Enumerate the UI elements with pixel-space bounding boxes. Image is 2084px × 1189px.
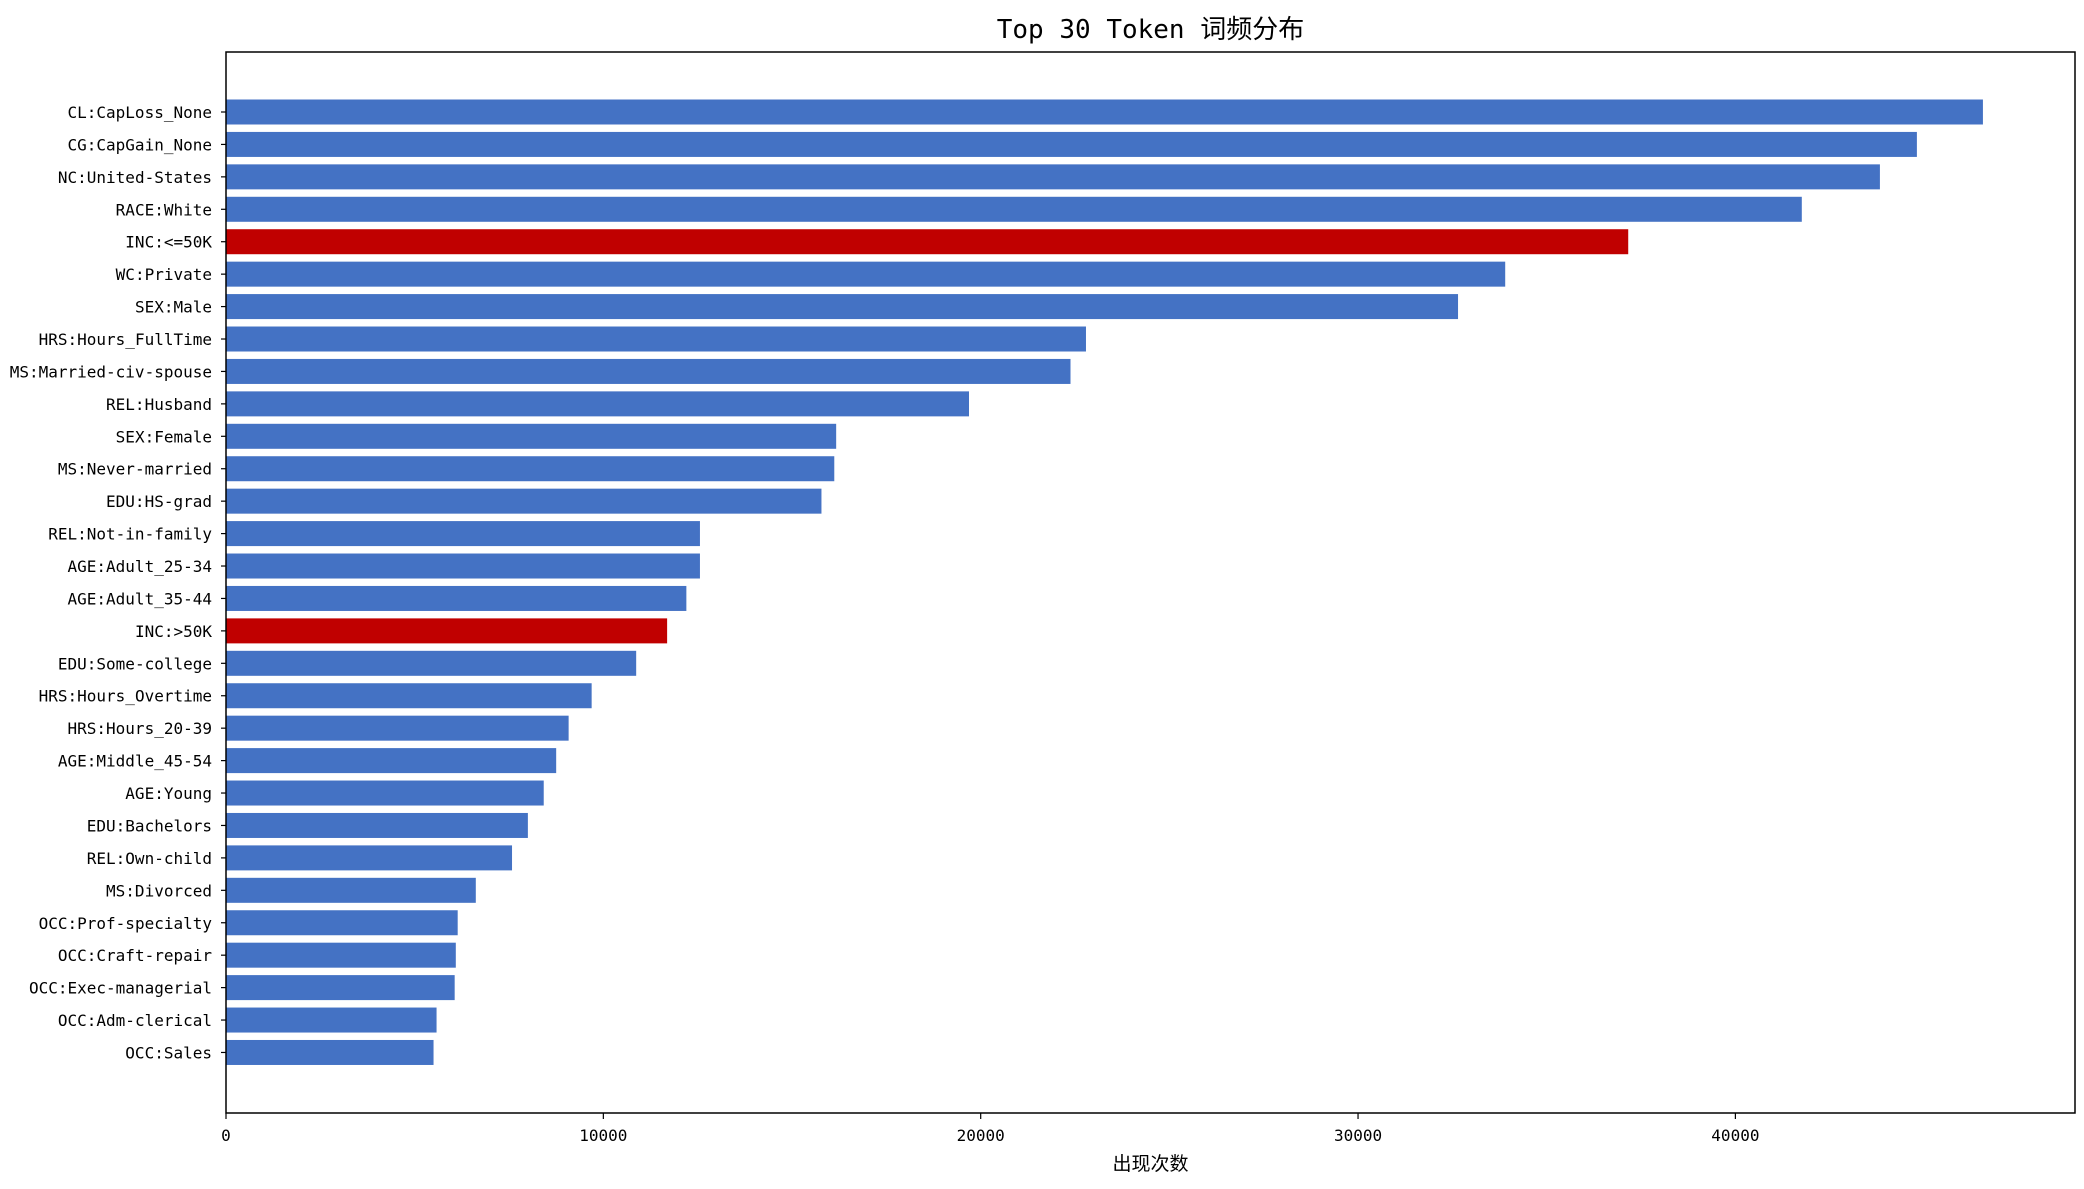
bar: [226, 553, 700, 579]
plot-frame: [225, 51, 2076, 1114]
y-tick-label: MS:Divorced: [106, 881, 212, 900]
bar: [226, 358, 1071, 384]
y-tick-label: CG:CapGain_None: [68, 135, 213, 154]
y-tick-label: HRS:Hours_20-39: [68, 719, 213, 738]
y-tick-label: AGE:Adult_35-44: [68, 589, 213, 608]
bar: [226, 812, 528, 838]
bar: [226, 1039, 434, 1065]
bar: [226, 910, 458, 936]
bar: [226, 780, 544, 806]
bar: [226, 975, 455, 1001]
y-tick-label: AGE:Middle_45-54: [58, 752, 212, 771]
y-tick-label: OCC:Adm-clerical: [58, 1011, 212, 1030]
bar: [226, 585, 687, 611]
x-tick-label: 30000: [1334, 1126, 1382, 1145]
y-tick-label: OCC:Sales: [125, 1043, 212, 1062]
y-tick-label: AGE:Young: [125, 784, 212, 803]
bar: [226, 229, 1629, 255]
bar: [226, 845, 513, 871]
y-tick-label: WC:Private: [116, 265, 212, 284]
x-tick-label: 0: [221, 1126, 231, 1145]
x-axis: 0 10000 20000 30000 40000: [221, 1113, 1759, 1145]
y-tick-label: AGE:Adult_25-34: [68, 557, 213, 576]
y-tick-label: HRS:Hours_Overtime: [39, 687, 212, 706]
bar: [226, 521, 700, 547]
bar: [226, 715, 569, 741]
bar: [226, 488, 822, 514]
y-tick-label: OCC:Prof-specialty: [39, 914, 213, 933]
y-tick-label: SEX:Male: [135, 298, 212, 317]
bar: [226, 99, 1983, 125]
y-axis: CL:CapLoss_None CG:CapGain_None NC:United-…: [10, 103, 226, 1062]
bar: [226, 131, 1917, 157]
y-tick-label: CL:CapLoss_None: [68, 103, 213, 122]
bar: [226, 877, 476, 903]
bar: [226, 261, 1506, 287]
bar: [226, 423, 837, 449]
y-tick-label: REL:Own-child: [87, 849, 212, 868]
x-tick-label: 20000: [957, 1126, 1005, 1145]
y-tick-label: NC:United-States: [58, 168, 212, 187]
y-tick-label: OCC:Craft-repair: [58, 946, 212, 965]
y-tick-label: EDU:Bachelors: [87, 816, 212, 835]
chart-title: Top 30 Token 词频分布: [997, 15, 1305, 45]
y-tick-label: MS:Never-married: [58, 460, 212, 479]
y-tick-label: SEX:Female: [116, 427, 212, 446]
bar: [226, 1007, 437, 1033]
bar: [226, 326, 1086, 352]
bar: [226, 650, 637, 676]
y-tick-label: EDU:Some-college: [58, 654, 212, 673]
bars-group: [226, 99, 1983, 1065]
y-tick-label: INC:>50K: [135, 622, 212, 641]
x-axis-label: 出现次数: [1112, 1153, 1188, 1175]
y-tick-label: MS:Married-civ-spouse: [10, 362, 212, 381]
bar: [226, 164, 1880, 190]
x-tick-label: 40000: [1711, 1126, 1759, 1145]
y-tick-label: EDU:HS-grad: [106, 492, 212, 511]
y-tick-label: HRS:Hours_FullTime: [39, 330, 212, 349]
y-tick-label: RACE:White: [116, 200, 212, 219]
bar: [226, 683, 592, 709]
y-tick-label: OCC:Exec-managerial: [29, 979, 212, 998]
y-tick-label: REL:Not-in-family: [48, 525, 212, 544]
y-tick-label: INC:<=50K: [125, 233, 212, 252]
bar: [226, 942, 456, 968]
bar: [226, 294, 1459, 320]
bar: [226, 748, 557, 774]
bar: [226, 456, 835, 482]
bar: [226, 196, 1802, 222]
x-tick-label: 10000: [579, 1126, 627, 1145]
bar: [226, 618, 668, 644]
y-tick-label: REL:Husband: [106, 395, 212, 414]
bar: [226, 391, 969, 417]
